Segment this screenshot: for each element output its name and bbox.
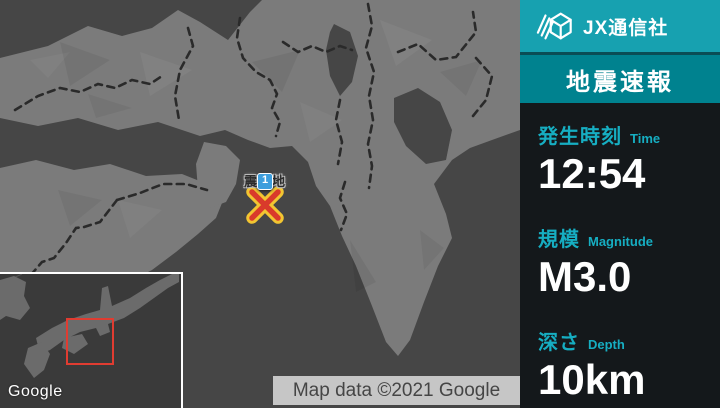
magnitude-label-en: Magnitude	[588, 234, 653, 250]
prefecture-borders	[13, 2, 494, 278]
quake-details: 発生時刻 Time 12:54 規模 Magnitude M3.0 深さ Dep…	[520, 103, 720, 402]
depth-label-jp: 深さ	[538, 332, 580, 355]
inset-map[interactable]	[0, 272, 183, 408]
map-attribution: Map data ©2021 Google	[273, 376, 520, 405]
alert-banner: 地震速報	[520, 55, 720, 103]
magnitude-block: 規模 Magnitude M3.0	[538, 223, 720, 299]
google-logo[interactable]: Google	[8, 383, 63, 400]
magnitude-label-jp: 規模	[538, 229, 580, 252]
time-label-jp: 発生時刻	[538, 126, 622, 148]
header-divider	[520, 52, 720, 55]
inset-land-kyushu	[24, 342, 50, 378]
inset-land-honshu	[36, 274, 179, 354]
time-label-en: Time	[630, 131, 661, 146]
terrain-texture	[30, 20, 482, 292]
epicenter-x-marker	[246, 186, 284, 224]
main-map[interactable]: 震源地 1 Google Map data ©2021 Google	[0, 0, 520, 408]
jx-logo-icon	[536, 12, 572, 40]
landmass-honshu	[0, 0, 520, 356]
alert-banner-text: 地震速報	[566, 68, 674, 96]
time-value: 12:54	[538, 150, 646, 197]
depth-block: 深さ Depth 10km	[538, 326, 720, 402]
brand-title: JX通信社	[583, 17, 669, 39]
time-block: 発生時刻 Time 12:54	[538, 120, 720, 196]
inset-land-shikoku	[62, 334, 88, 354]
panel-header: JX通信社	[520, 0, 720, 52]
magnitude-value: M3.0	[538, 253, 632, 301]
intensity-badge: 1	[257, 173, 273, 190]
depth-value: 10km	[538, 356, 646, 404]
inset-canvas	[0, 273, 179, 408]
ise-bay	[394, 88, 452, 164]
depth-label-en: Depth	[588, 337, 625, 353]
inset-land-korea	[0, 276, 30, 320]
landmass-awaji	[196, 142, 240, 208]
inset-viewport-rect	[66, 318, 114, 365]
lake-biwa	[326, 24, 358, 96]
info-panel: JX通信社 地震速報 発生時刻 Time 12:54 規模 Magnitude …	[520, 0, 720, 408]
